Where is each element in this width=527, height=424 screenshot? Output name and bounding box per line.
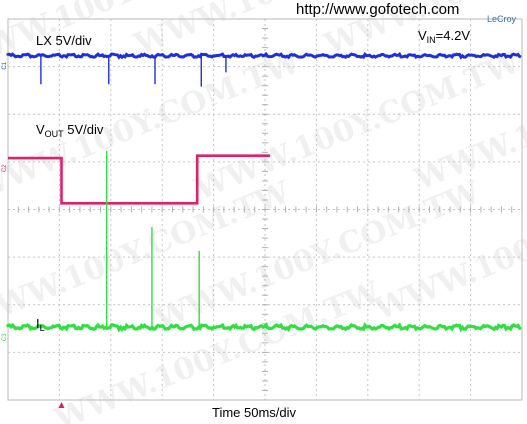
series-label-il: IL	[36, 316, 45, 333]
brand-logo: LeCroy	[487, 14, 517, 24]
trace-vout	[8, 154, 271, 205]
trace-layer: C1 C2 C3	[2, 51, 522, 408]
series-label-vout: VOUT 5V/div	[36, 122, 104, 139]
trace-lx	[6, 51, 522, 60]
x-axis-label: Time 50ms/div	[212, 405, 297, 420]
scope-grid	[7, 18, 523, 401]
trigger-marker-icon	[58, 402, 65, 408]
series-label-lx: LX 5V/div	[36, 33, 92, 48]
channel-marker: C1	[2, 61, 8, 69]
source-url: http://www.gofotech.com	[296, 1, 459, 18]
channel-marker: C2	[2, 164, 8, 172]
trace-il	[6, 322, 522, 333]
channel-marker: C3	[2, 333, 8, 341]
vin-label: VIN=4.2V	[418, 28, 470, 45]
label-layer: http://www.gofotech.com LeCroy VIN=4.2V …	[36, 1, 517, 420]
